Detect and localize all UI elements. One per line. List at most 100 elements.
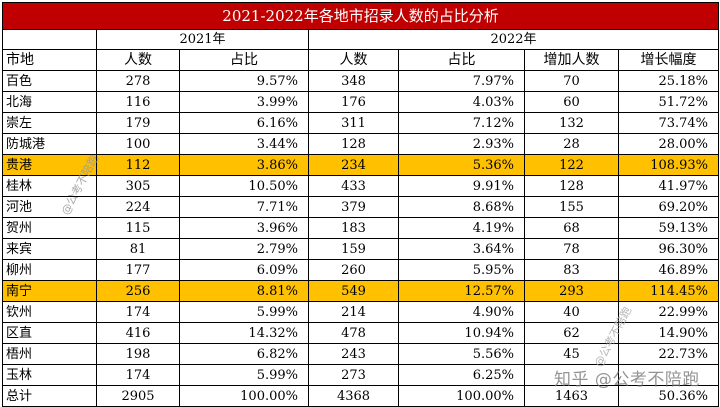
growth-cell: 14.90% bbox=[617, 322, 720, 344]
count-2021-cell: 174 bbox=[96, 301, 180, 323]
share-2021-cell: 2.79% bbox=[179, 238, 309, 260]
increase-cell: 83 bbox=[524, 259, 619, 281]
increase-cell: 78 bbox=[524, 238, 619, 260]
increase-cell: 132 bbox=[524, 112, 619, 134]
header-share-2022: 占比 bbox=[398, 49, 525, 71]
count-2021-cell: 278 bbox=[96, 70, 180, 92]
city-cell: 崇左 bbox=[2, 112, 97, 134]
count-2022-cell: 260 bbox=[308, 259, 399, 281]
city-cell: 玉林 bbox=[2, 364, 97, 386]
table-row: 柳州 177 6.09% 260 5.95% 83 46.89% bbox=[2, 259, 720, 281]
count-2021-cell: 2905 bbox=[96, 385, 180, 407]
header-count-2022: 人数 bbox=[308, 49, 399, 71]
count-2021-cell: 224 bbox=[96, 196, 180, 218]
count-2021-cell: 198 bbox=[96, 343, 180, 365]
watermark-bottom: 知乎 @公考不陪跑 bbox=[554, 370, 700, 390]
header-city: 市地 bbox=[2, 49, 97, 71]
city-cell: 区直 bbox=[2, 322, 97, 344]
share-2022-cell: 4.19% bbox=[398, 217, 525, 239]
share-2021-cell: 100.00% bbox=[179, 385, 309, 407]
share-2022-cell: 7.97% bbox=[398, 70, 525, 92]
city-cell: 河池 bbox=[2, 196, 97, 218]
city-cell: 梧州 bbox=[2, 343, 97, 365]
share-2022-cell: 4.03% bbox=[398, 91, 525, 113]
growth-cell: 73.74% bbox=[617, 112, 720, 134]
table-row: 防城港 100 3.44% 128 2.93% 28 28.00% bbox=[2, 133, 720, 155]
share-2022-cell: 4.90% bbox=[398, 301, 525, 323]
growth-cell: 108.93% bbox=[617, 154, 720, 176]
count-2022-cell: 176 bbox=[308, 91, 399, 113]
growth-cell: 51.72% bbox=[617, 91, 720, 113]
count-2021-cell: 81 bbox=[96, 238, 180, 260]
count-2022-cell: 478 bbox=[308, 322, 399, 344]
share-2021-cell: 3.96% bbox=[179, 217, 309, 239]
share-2021-cell: 10.50% bbox=[179, 175, 309, 197]
count-2021-cell: 416 bbox=[96, 322, 180, 344]
share-2021-cell: 5.99% bbox=[179, 301, 309, 323]
growth-cell: 114.45% bbox=[617, 280, 720, 302]
count-2021-cell: 256 bbox=[96, 280, 180, 302]
increase-cell: 40 bbox=[524, 301, 619, 323]
count-2022-cell: 348 bbox=[308, 70, 399, 92]
count-2021-cell: 115 bbox=[96, 217, 180, 239]
growth-cell: 59.13% bbox=[617, 217, 720, 239]
city-cell: 南宁 bbox=[2, 280, 97, 302]
share-2021-cell: 7.71% bbox=[179, 196, 309, 218]
increase-cell: 122 bbox=[524, 154, 619, 176]
count-2021-cell: 100 bbox=[96, 133, 180, 155]
share-2022-cell: 5.36% bbox=[398, 154, 525, 176]
table-row: 玉林 174 5.99% 273 6.25% bbox=[2, 364, 720, 386]
city-cell: 贺州 bbox=[2, 217, 97, 239]
year-row: 2021年 2022年 bbox=[2, 29, 720, 50]
year-2021-header: 2021年 bbox=[96, 29, 309, 50]
table-row: 河池 224 7.71% 379 8.68% 155 69.20% bbox=[2, 196, 720, 218]
header-growth: 增长幅度 bbox=[617, 49, 720, 71]
share-2021-cell: 9.57% bbox=[179, 70, 309, 92]
share-2021-cell: 5.99% bbox=[179, 364, 309, 386]
year-spacer-cell bbox=[2, 29, 97, 50]
increase-cell: 155 bbox=[524, 196, 619, 218]
count-2022-cell: 234 bbox=[308, 154, 399, 176]
growth-cell: 22.99% bbox=[617, 301, 720, 323]
count-2021-cell: 305 bbox=[96, 175, 180, 197]
increase-cell: 293 bbox=[524, 280, 619, 302]
increase-cell: 60 bbox=[524, 91, 619, 113]
share-2021-cell: 8.81% bbox=[179, 280, 309, 302]
column-header-row: 市地 人数 占比 人数 占比 增加人数 增长幅度 bbox=[2, 49, 720, 71]
share-2021-cell: 6.09% bbox=[179, 259, 309, 281]
share-2022-cell: 8.68% bbox=[398, 196, 525, 218]
growth-cell: 69.20% bbox=[617, 196, 720, 218]
table-row: 贺州 115 3.96% 183 4.19% 68 59.13% bbox=[2, 217, 720, 239]
table-title: 2021-2022年各地市招录人数的占比分析 bbox=[1, 2, 720, 30]
city-cell: 北海 bbox=[2, 91, 97, 113]
share-2022-cell: 3.64% bbox=[398, 238, 525, 260]
growth-cell: 25.18% bbox=[617, 70, 720, 92]
table-row: 贵港 112 3.86% 234 5.36% 122 108.93% bbox=[2, 154, 720, 176]
header-share-2021: 占比 bbox=[179, 49, 309, 71]
share-2021-cell: 14.32% bbox=[179, 322, 309, 344]
increase-cell: 70 bbox=[524, 70, 619, 92]
increase-cell: 28 bbox=[524, 133, 619, 155]
city-cell: 总计 bbox=[2, 385, 97, 407]
count-2022-cell: 273 bbox=[308, 364, 399, 386]
count-2022-cell: 159 bbox=[308, 238, 399, 260]
count-2022-cell: 243 bbox=[308, 343, 399, 365]
share-2022-cell: 9.91% bbox=[398, 175, 525, 197]
count-2021-cell: 179 bbox=[96, 112, 180, 134]
header-increase: 增加人数 bbox=[524, 49, 619, 71]
table-row: 来宾 81 2.79% 159 3.64% 78 96.30% bbox=[2, 238, 720, 260]
count-2022-cell: 183 bbox=[308, 217, 399, 239]
city-cell: 来宾 bbox=[2, 238, 97, 260]
header-count-2021: 人数 bbox=[96, 49, 180, 71]
share-2022-cell: 2.93% bbox=[398, 133, 525, 155]
count-2022-cell: 311 bbox=[308, 112, 399, 134]
share-2021-cell: 3.99% bbox=[179, 91, 309, 113]
increase-cell: 128 bbox=[524, 175, 619, 197]
share-2022-cell: 5.56% bbox=[398, 343, 525, 365]
growth-cell: 22.73% bbox=[617, 343, 720, 365]
table-row: 区直 416 14.32% 478 10.94% 62 14.90% bbox=[2, 322, 720, 344]
share-2022-cell: 5.95% bbox=[398, 259, 525, 281]
count-2021-cell: 116 bbox=[96, 91, 180, 113]
share-2022-cell: 6.25% bbox=[398, 364, 525, 386]
